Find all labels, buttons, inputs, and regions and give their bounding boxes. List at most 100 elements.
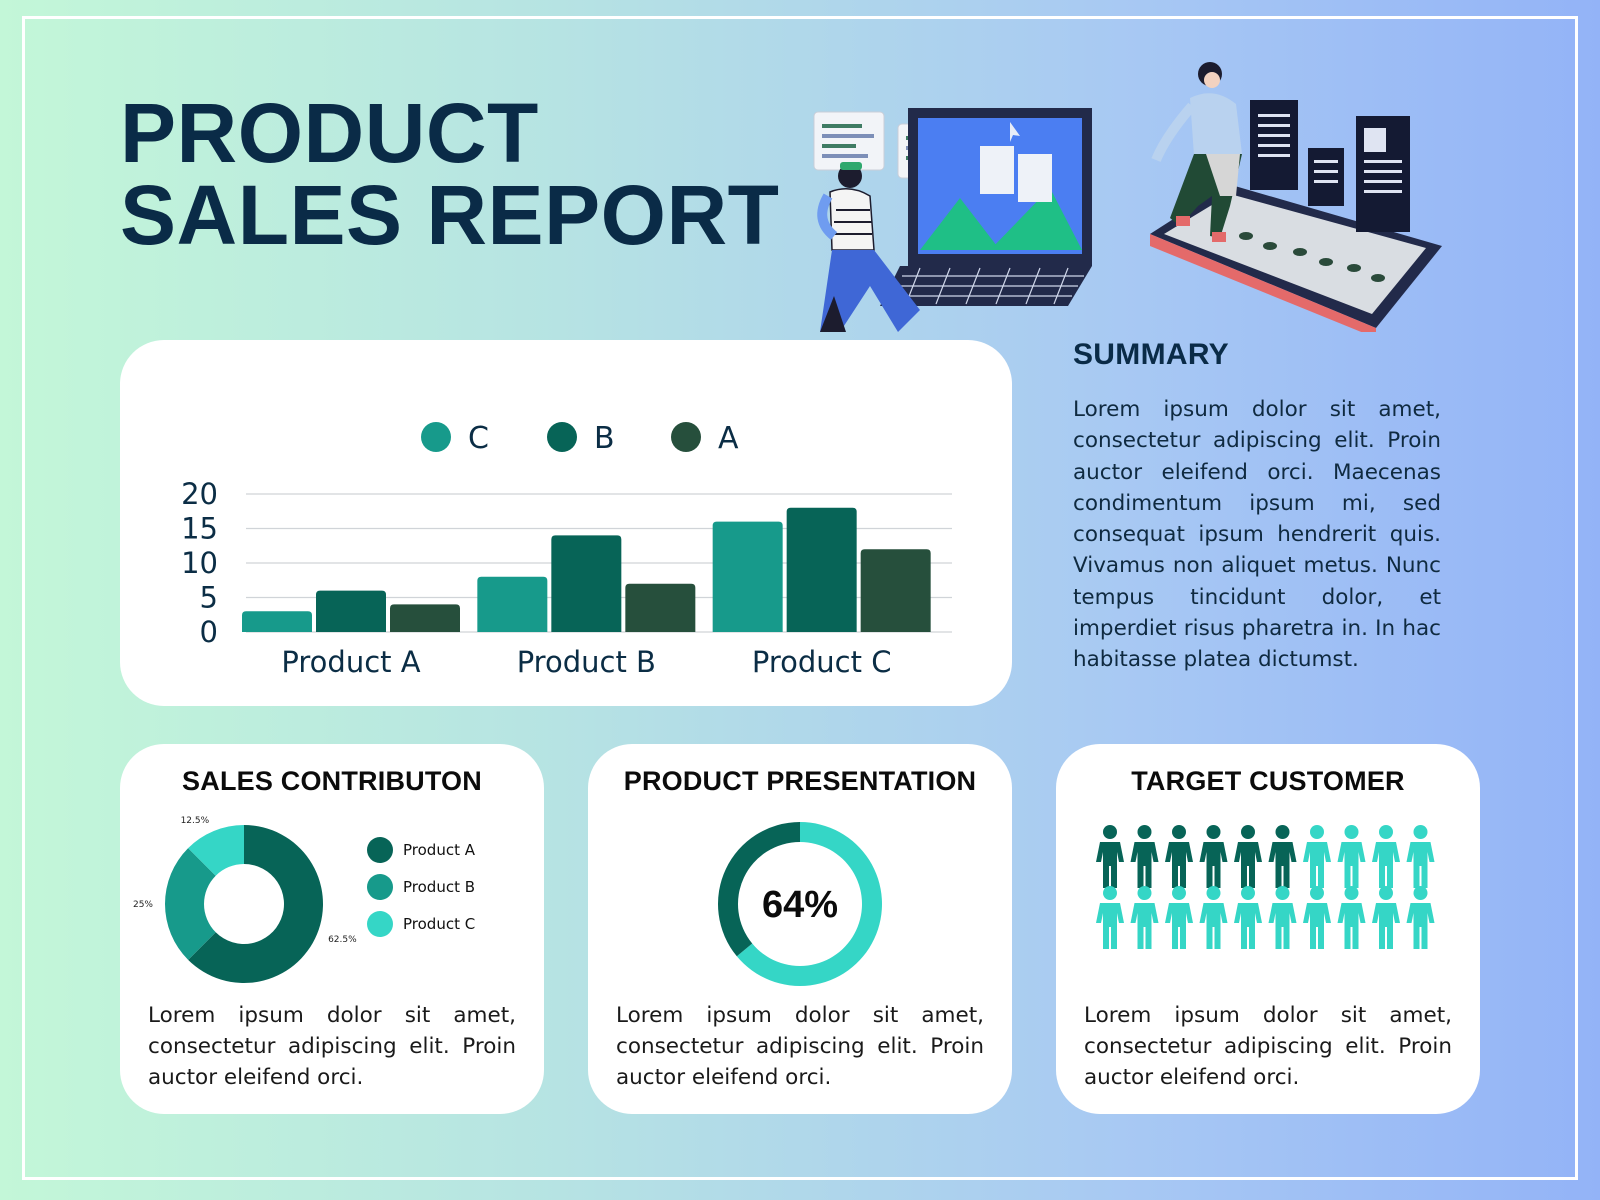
product-presentation-ring: 64% xyxy=(718,822,882,986)
donut-value-label: 12.5% xyxy=(181,816,210,826)
person-head xyxy=(1206,825,1221,839)
ring-segment-remainder xyxy=(718,822,800,957)
target-customer-card: TARGET CUSTOMER Lorem ipsum dolor sit am… xyxy=(1056,744,1480,1114)
donut-value-label: 62.5% xyxy=(328,935,357,945)
ring-segment-value xyxy=(736,822,882,986)
person-body xyxy=(1199,903,1228,949)
person-head xyxy=(1172,825,1186,839)
person-head xyxy=(1275,886,1290,900)
person-head xyxy=(1413,825,1428,839)
page-frame xyxy=(22,16,1578,1180)
person-body xyxy=(1337,903,1366,949)
person-icon xyxy=(1199,886,1228,949)
donut-legend-label: Product B xyxy=(403,878,475,896)
person-head xyxy=(1310,825,1324,839)
bar-product-c-a xyxy=(860,549,931,632)
summary-heading: SUMMARY xyxy=(1073,338,1229,371)
person-body xyxy=(1096,903,1124,949)
person-icon xyxy=(1337,886,1366,949)
person-body xyxy=(1303,842,1331,888)
legend-swatch-a xyxy=(671,422,701,452)
person-body xyxy=(1406,903,1435,949)
y-tick-label: 10 xyxy=(181,546,218,580)
person-head xyxy=(1241,886,1255,900)
person-head xyxy=(1413,886,1428,900)
product-presentation-heading: PRODUCT PRESENTATION xyxy=(623,766,977,796)
person-head xyxy=(1103,886,1117,900)
person-icon xyxy=(1268,886,1297,949)
summary-text: Lorem ipsum dolor sit amet, consectetur … xyxy=(1073,397,1441,673)
person-icon xyxy=(1372,886,1400,949)
person-icon xyxy=(1165,886,1193,949)
bar-product-c-b xyxy=(786,507,857,632)
donut-legend-swatch xyxy=(367,837,393,863)
title-line-2: SALES REPORT xyxy=(120,168,780,262)
person-icon xyxy=(1303,886,1331,949)
person-walking-on-tablet-illustration xyxy=(1150,62,1442,332)
legend-swatch-c xyxy=(421,422,451,452)
product-presentation-text: Lorem ipsum dolor sit amet, consectetur … xyxy=(616,1003,984,1090)
person-head xyxy=(1137,886,1152,900)
person-body xyxy=(1337,842,1366,888)
donut-value-label: 25% xyxy=(133,900,153,910)
title-line-1: PRODUCT xyxy=(120,86,539,180)
person-head xyxy=(1379,825,1393,839)
person-icon xyxy=(1199,825,1228,888)
person-body xyxy=(1303,903,1331,949)
y-tick-label: 0 xyxy=(200,615,218,649)
y-tick-label: 20 xyxy=(181,477,218,511)
legend-swatch-b xyxy=(547,422,577,452)
person-head xyxy=(1103,825,1117,839)
person-icon xyxy=(1234,825,1262,888)
x-category-label: Product C xyxy=(752,645,892,679)
bar-product-b-b xyxy=(551,535,622,632)
person-icon xyxy=(1268,825,1297,888)
donut-slice-product-b xyxy=(165,848,216,960)
bar-product-b-c xyxy=(477,576,548,632)
person-head xyxy=(1241,825,1255,839)
page-title: PRODUCT SALES REPORT xyxy=(120,86,780,262)
target-customer-text: Lorem ipsum dolor sit amet, consectetur … xyxy=(1084,1003,1452,1090)
person-icon xyxy=(1234,886,1262,949)
person-head xyxy=(1275,825,1290,839)
person-body xyxy=(1406,842,1435,888)
donut-slice-product-a xyxy=(188,825,323,983)
person-icon xyxy=(1096,825,1124,888)
person-icon xyxy=(1303,825,1331,888)
person-body xyxy=(1165,842,1193,888)
donut-legend-swatch xyxy=(367,874,393,900)
person-icon xyxy=(1130,886,1159,949)
person-icon xyxy=(1406,886,1435,949)
person-head xyxy=(1172,886,1186,900)
bar-product-a-c xyxy=(242,611,312,632)
person-body xyxy=(1234,903,1262,949)
person-head xyxy=(1137,825,1152,839)
person-body xyxy=(1268,903,1297,949)
person-at-laptop-illustration xyxy=(813,108,1092,332)
person-head xyxy=(1344,886,1359,900)
person-body xyxy=(1268,842,1297,888)
x-category-label: Product B xyxy=(517,645,656,679)
person-head xyxy=(1206,886,1221,900)
ring-center-label: 64% xyxy=(762,884,838,926)
person-icon xyxy=(1165,825,1193,888)
donut-legend-swatch xyxy=(367,911,393,937)
person-icon xyxy=(1130,825,1159,888)
person-body xyxy=(1372,903,1400,949)
person-icon xyxy=(1337,825,1366,888)
y-tick-label: 15 xyxy=(181,512,218,546)
person-body xyxy=(1372,842,1400,888)
donut-slice-product-c xyxy=(188,825,244,876)
person-icon xyxy=(1406,825,1435,888)
person-body xyxy=(1130,842,1159,888)
person-icon xyxy=(1096,886,1124,949)
legend-label-c: C xyxy=(468,421,489,456)
sales-contribution-donut: 62.5% 25% 12.5% Product A Product B Product C xyxy=(133,816,476,983)
person-head xyxy=(1379,886,1393,900)
bar-product-c-c xyxy=(712,521,783,632)
person-body xyxy=(1165,903,1193,949)
donut-legend-label: Product A xyxy=(403,841,476,859)
legend-label-a: A xyxy=(718,421,739,456)
y-tick-label: 5 xyxy=(200,581,218,615)
